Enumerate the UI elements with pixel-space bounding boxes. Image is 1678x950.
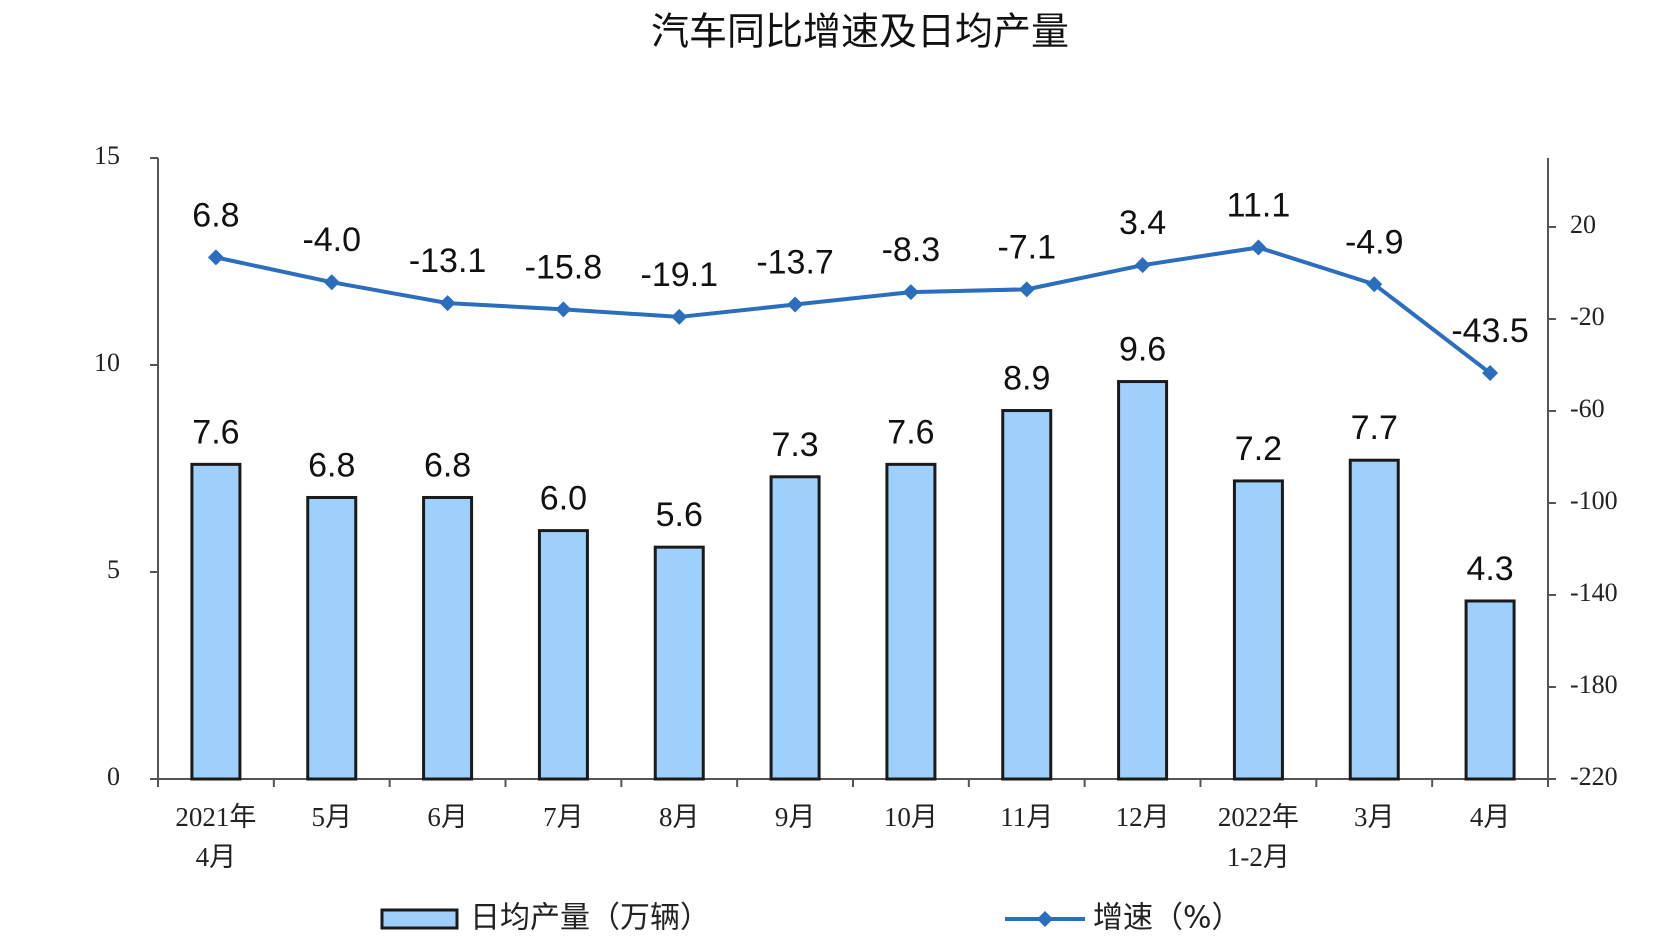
line-value-label: -43.5 bbox=[1451, 312, 1529, 350]
bar bbox=[422, 495, 474, 781]
line-value-label: 11.1 bbox=[1227, 186, 1291, 224]
bar bbox=[653, 545, 705, 781]
x-tick-label: 2022年 1-2月 bbox=[1217, 802, 1299, 872]
line-marker bbox=[555, 301, 572, 318]
y2-tick-label: -140 bbox=[1570, 578, 1618, 607]
y2-tick-label: -20 bbox=[1570, 302, 1605, 331]
bar-value-label: 7.6 bbox=[192, 413, 239, 451]
y2-tick-label: -60 bbox=[1570, 394, 1605, 423]
bar bbox=[1464, 599, 1516, 781]
x-tick-label: 4月 bbox=[1469, 802, 1511, 832]
bar-value-label: 7.7 bbox=[1351, 409, 1398, 447]
x-tick-label: 9月 bbox=[774, 802, 816, 832]
line-marker bbox=[787, 296, 804, 313]
legend-label: 增速（%） bbox=[1093, 901, 1242, 936]
bar-value-label: 4.3 bbox=[1466, 550, 1513, 588]
y-tick-label: 10 bbox=[94, 348, 120, 377]
legend-swatch bbox=[380, 908, 459, 930]
bar bbox=[537, 529, 589, 781]
y2-tick-label: -180 bbox=[1570, 670, 1618, 699]
y-tick-label: 5 bbox=[107, 555, 120, 584]
bar-value-label: 6.8 bbox=[308, 446, 355, 484]
bar-value-label: 6.0 bbox=[540, 480, 587, 518]
x-tick-label: 11月 bbox=[1000, 802, 1054, 832]
x-tick-label: 2021年 4月 bbox=[175, 802, 257, 872]
line-marker bbox=[1018, 281, 1035, 298]
y2-tick-label: 20 bbox=[1570, 210, 1596, 239]
y2-tick-label: -220 bbox=[1570, 762, 1618, 791]
line-marker bbox=[323, 274, 340, 291]
chart-title: 汽车同比增速及日均产量 bbox=[651, 10, 1069, 54]
bar-value-label: 9.6 bbox=[1119, 331, 1166, 369]
bar-value-label: 8.9 bbox=[1003, 360, 1050, 398]
line-marker bbox=[439, 295, 456, 312]
bar bbox=[885, 462, 937, 781]
line-value-label: 6.8 bbox=[192, 196, 239, 234]
line-value-label: -7.1 bbox=[997, 228, 1056, 266]
line-marker bbox=[1134, 257, 1151, 274]
line-marker bbox=[902, 284, 919, 301]
line-value-label: -13.7 bbox=[756, 243, 834, 281]
legend-label: 日均产量（万辆） bbox=[470, 901, 710, 936]
y-tick-label: 15 bbox=[94, 141, 120, 170]
line-marker bbox=[1366, 276, 1383, 293]
x-tick-label: 5月 bbox=[311, 802, 353, 832]
x-tick-label: 12月 bbox=[1115, 802, 1170, 832]
y-tick-label: 0 bbox=[107, 762, 120, 791]
x-tick-label: 3月 bbox=[1354, 802, 1395, 832]
bar bbox=[1232, 479, 1284, 781]
bar-value-label: 7.6 bbox=[887, 413, 934, 451]
line-value-label: -4.9 bbox=[1345, 223, 1404, 261]
line-marker bbox=[1250, 239, 1267, 256]
line-value-label: 3.4 bbox=[1119, 204, 1166, 242]
x-tick-label: 8月 bbox=[659, 802, 700, 832]
bar-value-label: 6.8 bbox=[424, 446, 471, 484]
bar bbox=[1348, 458, 1400, 781]
bar bbox=[769, 475, 821, 781]
bar-value-label: 7.2 bbox=[1235, 430, 1282, 468]
line-value-label: -8.3 bbox=[882, 231, 941, 269]
line-value-label: -13.1 bbox=[409, 242, 487, 280]
line-value-label: -4.0 bbox=[302, 221, 361, 259]
line bbox=[215, 245, 1492, 375]
line-value-label: -19.1 bbox=[641, 256, 719, 294]
legend-marker bbox=[1037, 911, 1053, 927]
x-tick-label: 6月 bbox=[427, 802, 468, 832]
y2-tick-label: -100 bbox=[1570, 486, 1618, 515]
bar-value-label: 5.6 bbox=[656, 496, 703, 534]
bar bbox=[306, 495, 358, 781]
line-marker bbox=[671, 308, 688, 325]
line-marker bbox=[207, 249, 224, 266]
x-tick-label: 7月 bbox=[543, 802, 584, 832]
line-value-label: -15.8 bbox=[525, 248, 603, 286]
bar bbox=[1001, 409, 1053, 781]
line-marker bbox=[1482, 365, 1499, 382]
bar-value-label: 7.3 bbox=[771, 426, 818, 464]
bar bbox=[1117, 380, 1169, 781]
bar bbox=[190, 462, 242, 781]
x-tick-label: 10月 bbox=[883, 802, 938, 832]
